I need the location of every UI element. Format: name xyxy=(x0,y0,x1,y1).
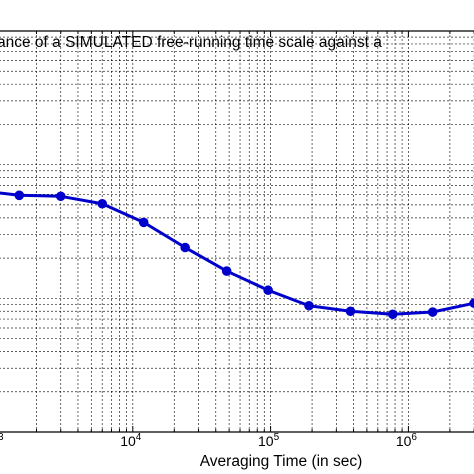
tick-labels: 103 104 105 106 xyxy=(0,432,417,449)
data-point xyxy=(263,285,273,296)
data-point xyxy=(304,300,314,311)
data-point xyxy=(221,266,232,276)
x-tick-label: 104 xyxy=(120,432,142,449)
data-point xyxy=(97,198,108,209)
data-point xyxy=(427,307,438,317)
x-tick-label: 105 xyxy=(258,432,280,449)
data-point xyxy=(387,309,398,320)
x-tick-label: 103 xyxy=(0,432,4,449)
x-tick-label: 106 xyxy=(396,432,418,449)
data-point xyxy=(138,217,149,228)
data-point xyxy=(55,191,66,202)
axes xyxy=(0,30,474,433)
x-axis-label: Averaging Time (in sec) xyxy=(200,453,363,470)
ticks xyxy=(35,31,474,432)
data-point xyxy=(14,190,25,201)
series xyxy=(0,190,474,320)
chart-title: ance of a SIMULATED free-running time sc… xyxy=(0,34,382,51)
data-point xyxy=(345,306,356,317)
data-point xyxy=(180,242,190,253)
data-point xyxy=(469,298,474,308)
